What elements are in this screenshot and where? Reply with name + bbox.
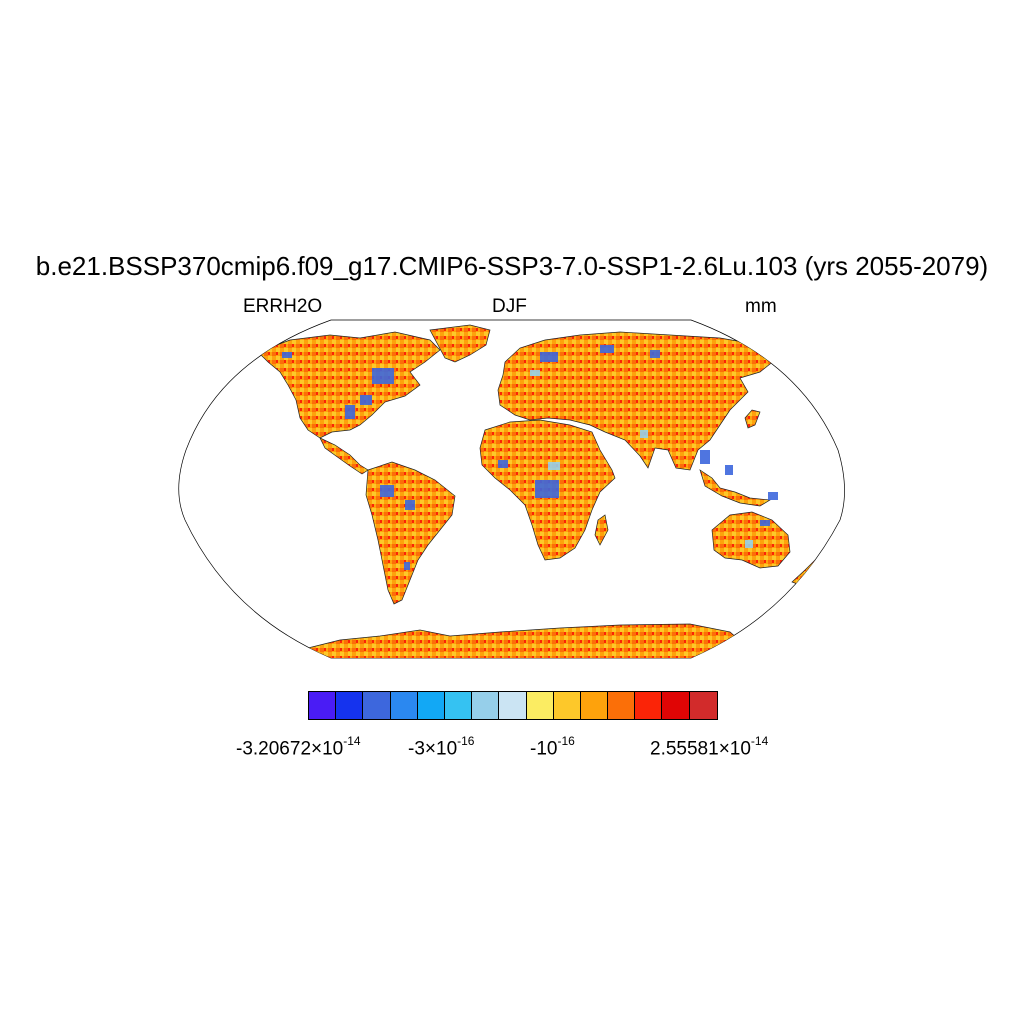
land-madagascar [594,514,609,546]
colorbar-label-min: -3.20672×10-14 [236,734,361,760]
colorbar [308,691,718,720]
light-blue-cells [530,370,753,548]
colorbar-box-5 [444,692,473,719]
land-greenland [429,324,491,363]
colorbar-box-12 [635,692,663,719]
land-north-america [257,331,441,439]
colorbar-label-3: -10-16 [530,734,575,760]
land-japan [744,409,761,429]
colorbar-box-7 [499,692,527,719]
colorbar-box-0 [309,692,337,719]
variable-label: ERRH2O [243,296,323,317]
colorbar-box-4 [417,692,445,719]
land-central-america [319,437,369,475]
season-label: DJF [492,296,527,317]
colorbar-box-3 [390,692,418,719]
colorbar-box-13 [662,692,690,719]
colorbar-box-10 [580,692,609,719]
colorbar-box-6 [472,692,500,719]
units-label: mm [745,296,777,317]
colorbar-box-1 [336,692,364,719]
colorbar-box-8 [526,692,554,719]
colorbar-box-14 [689,692,717,719]
negative-anomaly-cells [282,345,778,570]
land-eurasia [497,331,776,471]
colorbar-label-2: -3×10-16 [408,734,475,760]
colorbar-label-max: 2.55581×10-14 [650,734,769,760]
colorbar-box-2 [363,692,391,719]
colorbar-box-9 [553,692,581,719]
colorbar-box-11 [608,692,636,719]
plot-title: b.e21.BSSP370cmip6.f09_g17.CMIP6-SSP3-7.… [35,251,989,281]
land-south-america [365,461,456,605]
